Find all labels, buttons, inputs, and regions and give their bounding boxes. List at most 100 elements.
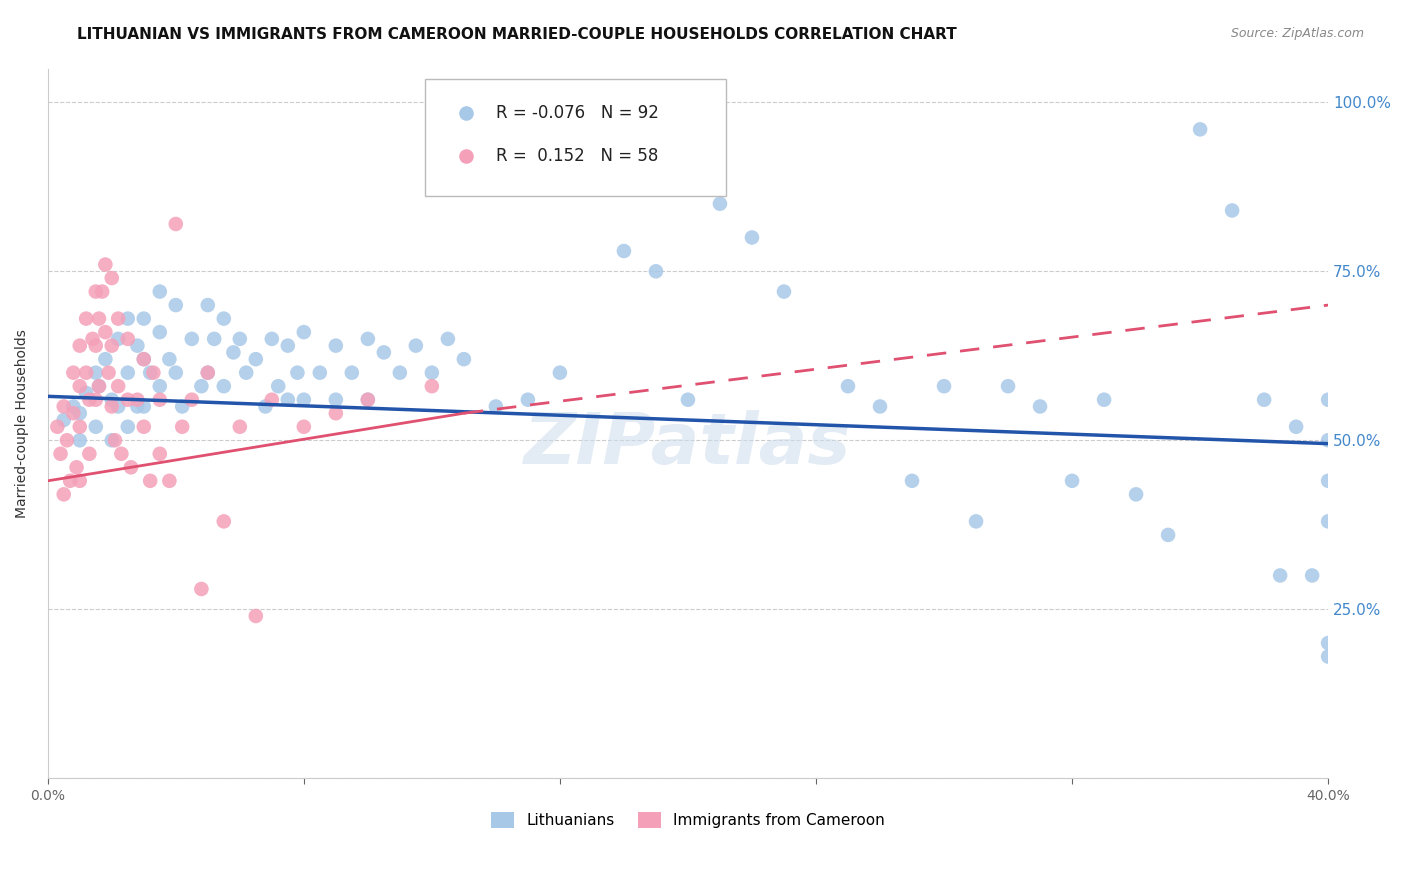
Point [267,379,290,393]
Point [149,285,172,299]
Point [75,366,97,380]
Point [172,419,194,434]
Point [132,352,155,367]
Point [62,406,84,420]
Point [59,474,82,488]
Point [869,400,891,414]
Point [741,230,763,244]
Point [69,474,91,488]
Point [405,338,427,352]
Point [107,332,129,346]
Point [157,474,180,488]
Point [52,413,75,427]
Text: R = -0.076   N = 92: R = -0.076 N = 92 [496,104,659,122]
Point [1125,487,1147,501]
Point [245,352,267,367]
Point [254,400,277,414]
Point [132,352,155,367]
Point [965,515,987,529]
Point [1083,137,1105,152]
Point [157,352,180,367]
Point [1157,528,1180,542]
Point [149,392,172,407]
Point [84,285,107,299]
Point [52,400,75,414]
Point [117,311,139,326]
Point [212,311,235,326]
Text: R =  0.152   N = 58: R = 0.152 N = 58 [496,147,658,165]
Point [1220,203,1243,218]
Point [190,582,212,596]
Point [65,460,87,475]
Point [357,392,380,407]
Point [132,419,155,434]
Point [84,338,107,352]
Point [388,366,411,380]
Point [149,447,172,461]
Point [87,311,110,326]
Point [180,392,202,407]
Point [69,406,91,420]
Point [107,311,129,326]
Point [1285,419,1308,434]
Point [1317,649,1340,664]
Point [245,609,267,624]
Point [79,392,101,407]
Point [91,285,114,299]
Point [1083,178,1105,193]
Point [340,366,363,380]
Point [75,386,97,401]
Point [149,379,172,393]
Point [357,392,380,407]
Point [132,311,155,326]
Point [180,332,202,346]
Point [212,379,235,393]
Point [87,379,110,393]
Point [100,271,122,285]
Point [277,338,299,352]
Point [139,474,162,488]
Text: LITHUANIAN VS IMMIGRANTS FROM CAMEROON MARRIED-COUPLE HOUSEHOLDS CORRELATION CHA: LITHUANIAN VS IMMIGRANTS FROM CAMEROON M… [77,27,957,42]
FancyBboxPatch shape [426,79,727,196]
Point [1060,474,1083,488]
Point [100,338,122,352]
Point [1301,568,1323,582]
Point [165,298,187,312]
Point [69,434,91,448]
Point [645,264,668,278]
Point [485,400,508,414]
Point [229,332,252,346]
Point [1189,122,1212,136]
Point [420,366,443,380]
Point [1317,515,1340,529]
Point [197,366,219,380]
Text: Source: ZipAtlas.com: Source: ZipAtlas.com [1230,27,1364,40]
Point [84,392,107,407]
Point [1317,636,1340,650]
Point [87,379,110,393]
Point [94,352,117,367]
Point [110,447,132,461]
Point [773,285,796,299]
Point [277,392,299,407]
Point [69,419,91,434]
Point [308,366,330,380]
Point [84,419,107,434]
Point [202,332,225,346]
Point [46,419,69,434]
Point [165,217,187,231]
Point [69,379,91,393]
Point [107,379,129,393]
Point [149,325,172,339]
Point [709,196,731,211]
Point [100,434,122,448]
Point [127,338,149,352]
Point [100,392,122,407]
Point [453,352,475,367]
Point [373,345,395,359]
Point [127,392,149,407]
Point [437,332,460,346]
Point [94,258,117,272]
Point [197,298,219,312]
Point [107,400,129,414]
